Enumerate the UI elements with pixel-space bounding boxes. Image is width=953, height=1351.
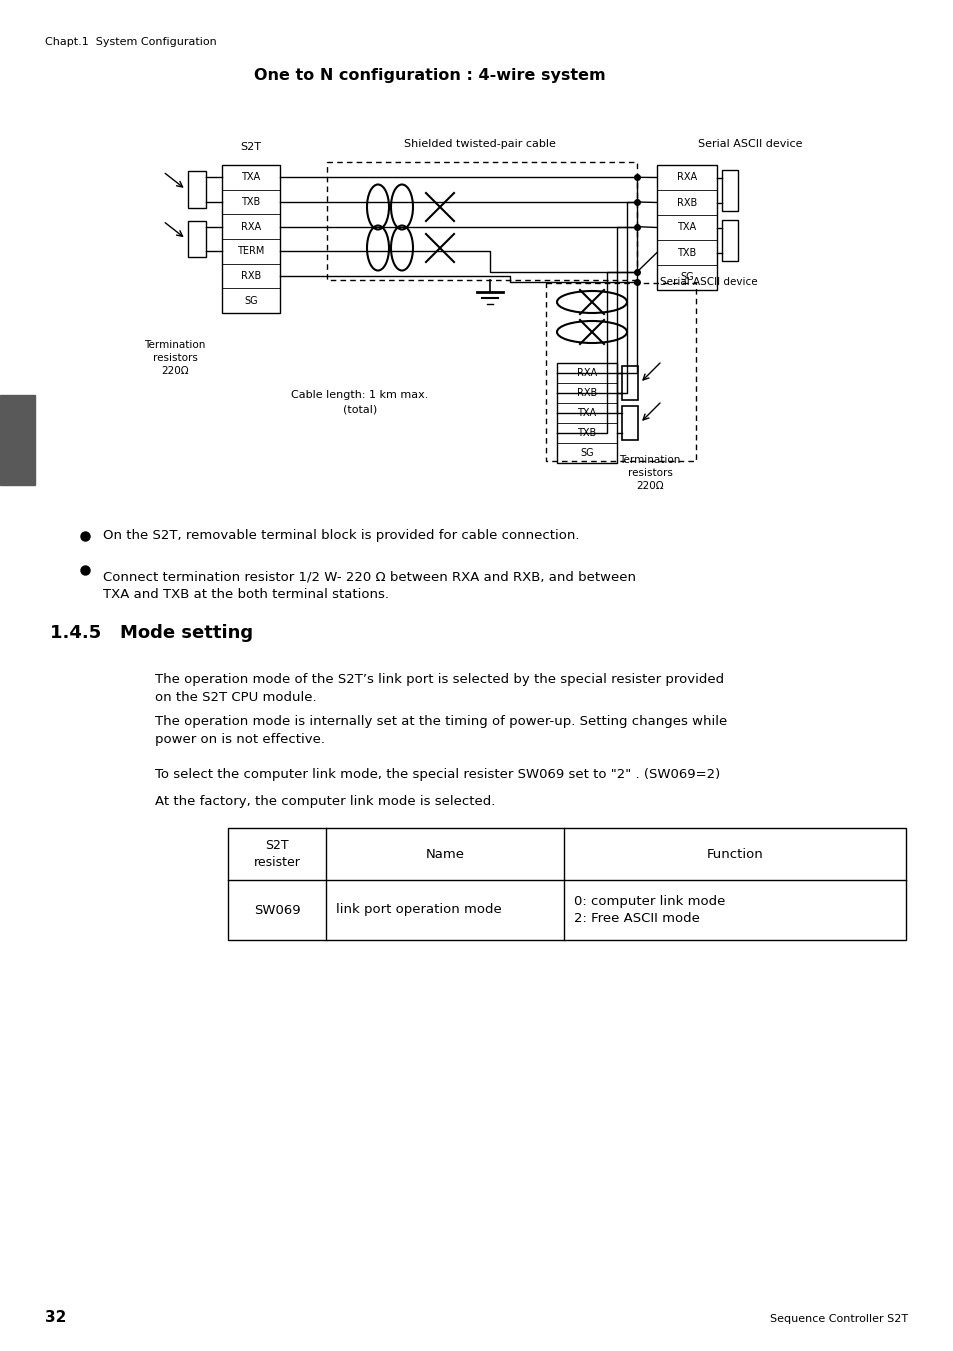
Text: TXB: TXB: [677, 247, 696, 258]
Bar: [557, 363, 617, 463]
Text: To select the computer link mode, the special resister SW069 set to "2" . (SW069: To select the computer link mode, the sp…: [154, 767, 720, 781]
Text: RXB: RXB: [677, 197, 697, 208]
Text: SW069: SW069: [253, 904, 300, 916]
Text: Function: Function: [706, 847, 762, 861]
Text: 1.4.5   Mode setting: 1.4.5 Mode setting: [50, 624, 253, 642]
Bar: [721, 169, 738, 211]
Text: RXA: RXA: [241, 222, 261, 231]
Text: RXB: RXB: [577, 388, 597, 399]
Bar: [545, 282, 696, 461]
Text: On the S2T, removable terminal block is provided for cable connection.: On the S2T, removable terminal block is …: [103, 530, 578, 543]
Text: Serial ASCII device: Serial ASCII device: [659, 277, 757, 286]
Text: The operation mode is internally set at the timing of power-up. Setting changes : The operation mode is internally set at …: [154, 715, 726, 746]
Text: Termination
resistors
220Ω: Termination resistors 220Ω: [144, 340, 206, 377]
Text: The operation mode of the S2T’s link port is selected by the special resister pr: The operation mode of the S2T’s link por…: [154, 673, 723, 704]
Text: TXA: TXA: [577, 408, 596, 417]
Text: At the factory, the computer link mode is selected.: At the factory, the computer link mode i…: [154, 794, 495, 808]
Text: TERM: TERM: [237, 246, 264, 257]
Text: 1: 1: [8, 426, 27, 454]
Text: Connect termination resistor 1/2 W- 220 Ω between RXA and RXB, and between
TXA a: Connect termination resistor 1/2 W- 220 …: [103, 570, 636, 601]
Text: Chapt.1  System Configuration: Chapt.1 System Configuration: [45, 36, 216, 47]
Text: TXB: TXB: [241, 197, 260, 207]
Bar: [721, 219, 738, 261]
Bar: [188, 172, 206, 208]
Bar: [621, 407, 638, 440]
Text: SG: SG: [244, 296, 257, 305]
Text: link port operation mode: link port operation mode: [335, 904, 501, 916]
Text: One to N configuration : 4-wire system: One to N configuration : 4-wire system: [253, 68, 605, 82]
Text: Termination
resistors
220Ω: Termination resistors 220Ω: [618, 455, 680, 492]
Bar: [228, 828, 905, 940]
Bar: [188, 220, 206, 257]
Text: SG: SG: [579, 449, 593, 458]
Text: 0: computer link mode
2: Free ASCII mode: 0: computer link mode 2: Free ASCII mode: [574, 894, 724, 925]
Text: Cable length: 1 km max.
(total): Cable length: 1 km max. (total): [291, 390, 428, 413]
Text: TXB: TXB: [577, 428, 596, 438]
Bar: [657, 165, 717, 290]
Text: Shielded twisted-pair cable: Shielded twisted-pair cable: [404, 139, 556, 149]
Text: 32: 32: [45, 1310, 67, 1325]
Text: RXB: RXB: [240, 272, 261, 281]
Bar: [621, 366, 638, 400]
Text: S2T: S2T: [240, 142, 261, 153]
Text: Name: Name: [425, 847, 464, 861]
Text: TXA: TXA: [241, 173, 260, 182]
Text: RXA: RXA: [677, 173, 697, 182]
Text: Sequence Controller S2T: Sequence Controller S2T: [769, 1315, 907, 1324]
Bar: [0, 394, 35, 485]
Text: SG: SG: [679, 273, 693, 282]
Bar: [222, 165, 280, 313]
Text: TXA: TXA: [677, 223, 696, 232]
Text: RXA: RXA: [577, 367, 597, 378]
Bar: [327, 162, 637, 280]
Text: S2T
resister: S2T resister: [253, 839, 300, 869]
Text: Serial ASCII device: Serial ASCII device: [697, 139, 801, 149]
